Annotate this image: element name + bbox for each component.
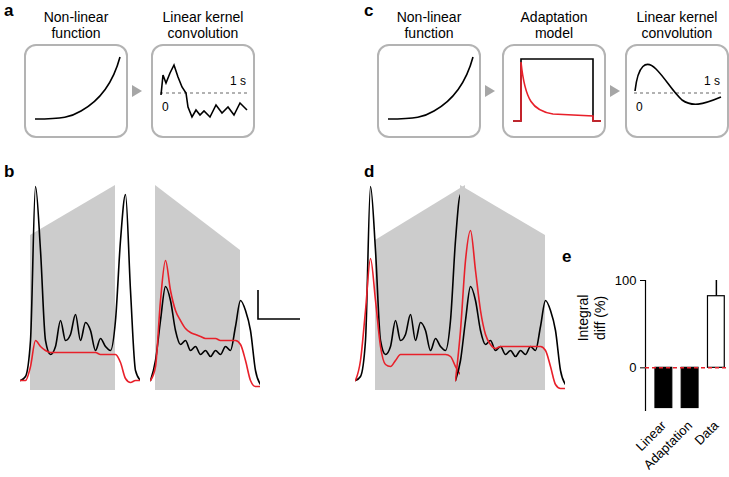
svg-text:a: a (4, 1, 14, 20)
svg-text:1 s: 1 s (704, 74, 720, 88)
svg-text:0: 0 (162, 100, 169, 114)
svg-text:Linear: Linear (632, 417, 669, 454)
svg-text:b: b (4, 162, 14, 181)
svg-text:e: e (562, 247, 571, 266)
svg-text:0: 0 (636, 100, 643, 114)
svg-text:Linear kernel: Linear kernel (163, 9, 244, 25)
svg-text:convolution: convolution (642, 25, 713, 41)
svg-text:Adaptation: Adaptation (641, 418, 696, 473)
svg-text:d: d (364, 162, 374, 181)
svg-text:1 s: 1 s (230, 74, 246, 88)
svg-text:Non-linear: Non-linear (44, 9, 109, 25)
svg-text:c: c (364, 1, 373, 20)
svg-text:Integral: Integral (575, 295, 591, 342)
svg-text:model: model (535, 25, 573, 41)
svg-text:Non-linear: Non-linear (397, 9, 462, 25)
svg-text:Data: Data (691, 417, 722, 448)
svg-text:convolution: convolution (168, 25, 239, 41)
svg-text:function: function (51, 25, 100, 41)
svg-text:Linear kernel: Linear kernel (637, 9, 718, 25)
svg-text:diff (%): diff (%) (592, 296, 608, 340)
svg-text:Adaptation: Adaptation (521, 9, 588, 25)
svg-text:0: 0 (629, 360, 636, 375)
svg-text:function: function (404, 25, 453, 41)
svg-text:100: 100 (615, 273, 637, 288)
